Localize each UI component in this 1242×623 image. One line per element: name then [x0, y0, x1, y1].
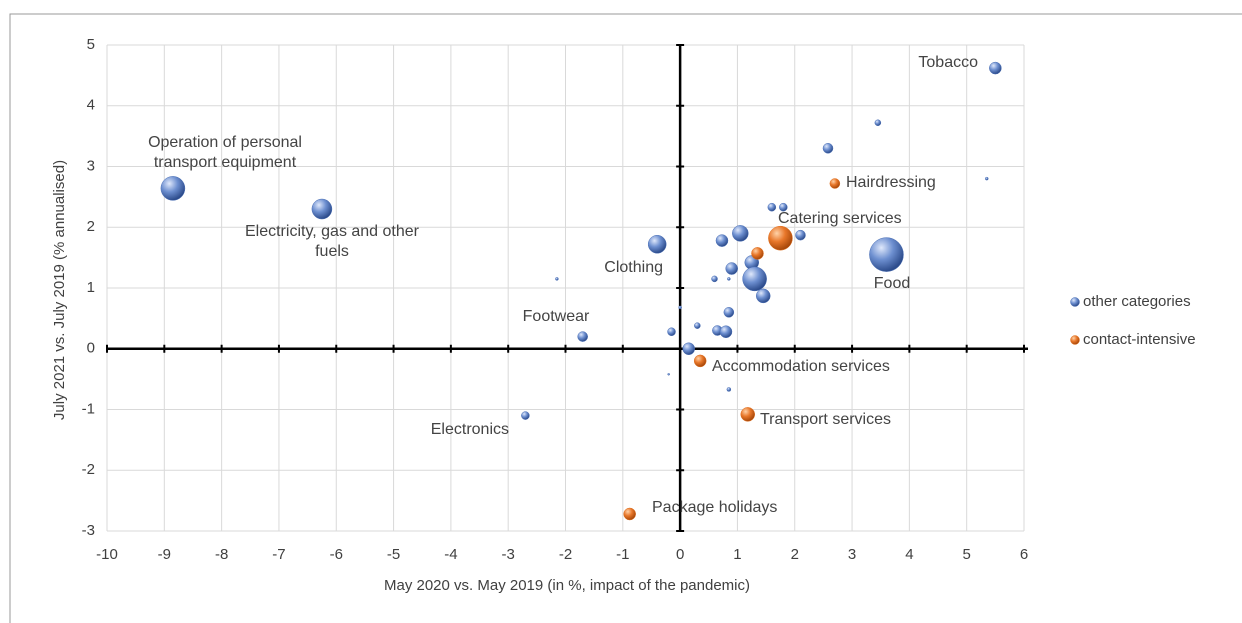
- legend-label: other categories: [1083, 293, 1191, 310]
- annotation: Footwear: [523, 308, 590, 325]
- bubble: [723, 307, 735, 318]
- bubble: [311, 198, 333, 220]
- x-tick-label: 1: [733, 546, 741, 563]
- x-tick-label: 0: [676, 546, 684, 563]
- y-tick-label: 5: [87, 36, 95, 53]
- bubble: [742, 266, 767, 292]
- bubble: [751, 247, 764, 260]
- bubble: [682, 342, 695, 355]
- x-tick-label: 5: [963, 546, 971, 563]
- x-tick-label: -8: [215, 546, 228, 563]
- y-tick-label: -3: [82, 522, 95, 539]
- bubble: [984, 176, 989, 181]
- annotation: Tobacco: [918, 54, 978, 71]
- annotation: Food: [874, 275, 910, 292]
- x-tick-label: -2: [559, 546, 572, 563]
- bubble: [795, 229, 806, 241]
- y-tick-label: 4: [87, 97, 95, 114]
- bubble: [667, 373, 670, 376]
- y-tick-label: -2: [82, 461, 95, 478]
- bubble: [678, 305, 682, 310]
- annotation: Accommodation services: [712, 358, 890, 375]
- x-tick-label: -7: [272, 546, 285, 563]
- x-tick-label: 6: [1020, 546, 1028, 563]
- y-tick-label: 1: [87, 279, 95, 296]
- bubble: [647, 235, 667, 254]
- x-tick-label: -6: [330, 546, 343, 563]
- x-tick-label: -1: [616, 546, 629, 563]
- x-tick-label: 3: [848, 546, 856, 563]
- legend-marker: [1070, 335, 1080, 345]
- bubble: [822, 143, 834, 154]
- annotation: Operation of personal: [148, 134, 302, 151]
- bubble: [989, 61, 1002, 75]
- annotation: fuels: [315, 243, 349, 260]
- bubble: [727, 277, 731, 281]
- bubble: [623, 507, 636, 521]
- bubble: [869, 237, 904, 272]
- bubble: [740, 407, 756, 422]
- annotation: Electricity, gas and other: [245, 223, 420, 240]
- annotation: Electronics: [431, 421, 509, 438]
- bubble: [715, 234, 729, 247]
- bubble: [711, 275, 718, 283]
- x-tick-label: 4: [905, 546, 913, 563]
- bubble: [577, 331, 588, 342]
- y-tick-label: 0: [87, 340, 95, 357]
- bubble: [732, 225, 749, 242]
- annotation: Transport services: [760, 411, 891, 428]
- annotation: Clothing: [604, 259, 663, 276]
- bubble: [874, 119, 882, 127]
- bubble: [829, 178, 841, 189]
- bubble: [694, 322, 701, 329]
- annotation: Package holidays: [652, 499, 777, 516]
- bubble: [160, 176, 186, 201]
- x-tick-label: -9: [158, 546, 171, 563]
- bubble: [725, 262, 738, 275]
- legend-marker: [1070, 297, 1080, 307]
- x-tick-label: -4: [444, 546, 457, 563]
- bubble: [693, 354, 707, 368]
- bubble: [779, 202, 788, 212]
- bubble: [555, 277, 559, 281]
- bubble: [767, 202, 777, 212]
- x-axis-title: May 2020 vs. May 2019 (in %, impact of t…: [384, 577, 750, 594]
- frame: [9, 13, 1242, 623]
- x-tick-label: 2: [791, 546, 799, 563]
- bubble: [768, 225, 793, 251]
- y-tick-label: 3: [87, 157, 95, 174]
- y-tick-label: -1: [82, 400, 95, 417]
- y-tick-label: 2: [87, 218, 95, 235]
- annotation: transport equipment: [154, 154, 297, 171]
- bubble: [719, 325, 733, 338]
- legend-label: contact-intensive: [1083, 331, 1196, 348]
- y-axis-title: July 2021 vs. July 2019 (% annualised): [51, 160, 68, 420]
- annotation: Catering services: [778, 210, 902, 227]
- annotation: Hairdressing: [846, 174, 936, 191]
- bubble: [521, 411, 530, 420]
- bubble: [726, 387, 732, 392]
- bubble: [755, 288, 771, 304]
- x-tick-label: -3: [502, 546, 515, 563]
- x-tick-label: -10: [96, 546, 118, 563]
- bubble: [667, 327, 676, 336]
- x-tick-label: -5: [387, 546, 400, 563]
